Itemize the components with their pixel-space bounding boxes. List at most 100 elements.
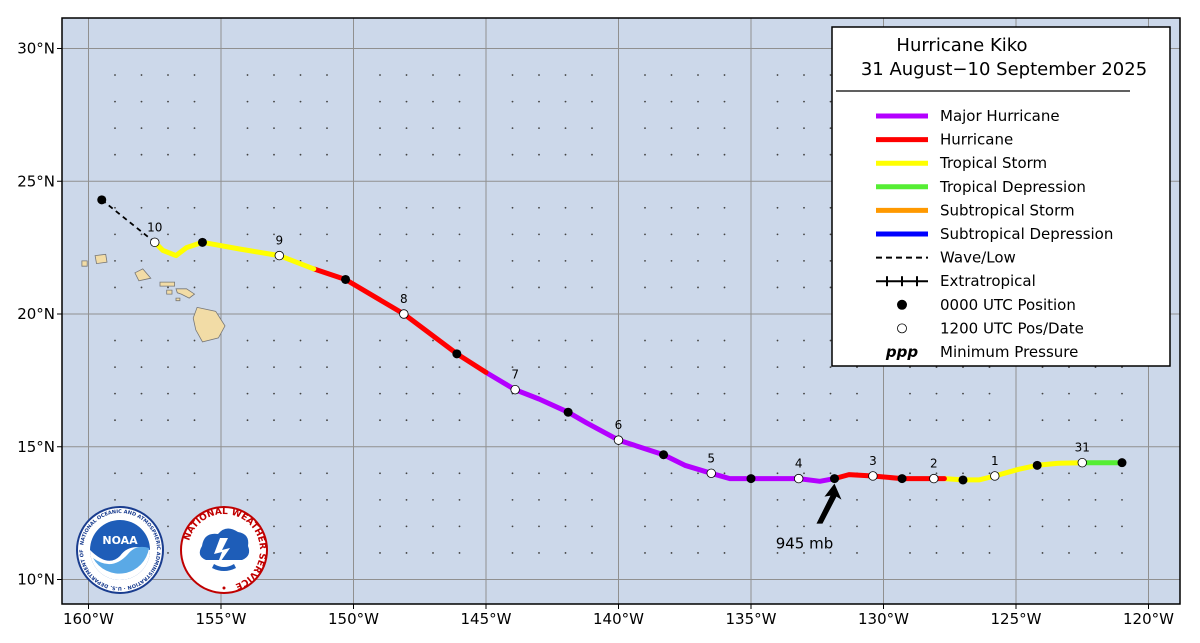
grid-dot	[1121, 419, 1123, 422]
grid-dot	[1041, 472, 1044, 475]
grid-dot	[644, 472, 646, 475]
grid-dot	[114, 419, 116, 422]
grid-dot	[591, 153, 593, 156]
grid-dot	[538, 74, 540, 76]
grid-dot	[538, 339, 540, 342]
lon-tick-label: 160°W	[63, 610, 114, 628]
grid-dot	[856, 552, 858, 554]
grid-dot	[591, 286, 593, 289]
position-1200-utc	[399, 309, 409, 319]
grid-dot	[379, 74, 381, 76]
grid-dot	[114, 366, 116, 368]
grid-dot	[564, 153, 567, 156]
grid-dot	[167, 127, 169, 130]
grid-dot	[458, 552, 461, 554]
grid-dot	[299, 472, 302, 475]
grid-dot	[1121, 525, 1123, 528]
grid-dot	[379, 392, 381, 395]
grid-dot	[140, 286, 143, 289]
grid-dot	[458, 339, 461, 342]
grid-dot	[935, 498, 938, 501]
grid-dot	[644, 525, 646, 528]
grid-dot	[458, 100, 461, 103]
position-date-label: 3	[869, 454, 877, 468]
grid-dot	[405, 206, 408, 209]
grid-dot	[538, 286, 540, 289]
grid-dot	[1121, 392, 1123, 395]
grid-dot	[140, 419, 143, 422]
grid-dot	[723, 366, 726, 368]
grid-dot	[299, 127, 302, 130]
grid-dot	[432, 419, 434, 422]
grid-dot	[564, 260, 567, 262]
grid-dot	[829, 472, 832, 475]
grid-dot	[935, 419, 938, 422]
legend-item: Extratropical	[876, 272, 1036, 290]
grid-dot	[193, 366, 196, 368]
position-1200-utc	[1077, 457, 1087, 468]
track-segment-wave-low	[101, 199, 156, 244]
grid-dot	[140, 339, 143, 342]
grid-dot	[299, 74, 302, 76]
lat-tick-label: 15°N	[17, 438, 55, 456]
grid-dot	[114, 392, 116, 395]
grid-dot	[803, 525, 805, 528]
grid-dot	[405, 153, 408, 156]
grid-dot	[962, 392, 964, 395]
grid-dot	[591, 233, 593, 236]
grid-dot	[167, 153, 169, 156]
grid-dot	[167, 260, 169, 262]
grid-dot	[326, 392, 328, 395]
grid-dot	[379, 260, 381, 262]
position-date-label: 2	[930, 457, 938, 471]
legend-swatch-1200-utc	[897, 323, 907, 334]
grid-dot	[803, 74, 805, 76]
island-hawaii	[192, 306, 226, 343]
grid-dot	[193, 74, 196, 76]
min-pressure-label: 945 mb	[776, 535, 834, 553]
grid-dot	[193, 339, 196, 342]
grid-dot	[935, 552, 938, 554]
grid-dot	[644, 392, 646, 395]
grid-dot	[697, 260, 699, 262]
grid-dot	[803, 233, 805, 236]
position-date-label: 4	[795, 457, 803, 471]
grid-dot	[458, 233, 461, 236]
grid-dot	[988, 498, 991, 501]
grid-dot	[723, 392, 726, 395]
grid-dot	[273, 366, 275, 368]
grid-dot	[697, 525, 699, 528]
lat-tick-label: 25°N	[17, 172, 55, 190]
grid-dot	[273, 100, 275, 103]
grid-dot	[458, 260, 461, 262]
position-0000-utc	[341, 274, 351, 284]
legend-item-label: Extratropical	[940, 272, 1036, 290]
grid-dot	[829, 260, 832, 262]
track-segment-major	[483, 369, 837, 484]
grid-dot	[776, 260, 779, 262]
grid-dot	[723, 525, 726, 528]
grid-dot	[538, 472, 540, 475]
min-pressure-arrow	[816, 483, 842, 524]
grid-dot	[405, 286, 408, 289]
grid-dot	[591, 339, 593, 342]
legend-item-label: 0000 UTC Position	[940, 296, 1076, 314]
grid-dot	[644, 127, 646, 130]
grid-dot	[273, 233, 275, 236]
grid-dot	[564, 74, 567, 76]
lon-tick-label: 130°W	[858, 610, 909, 628]
grid-dot	[803, 339, 805, 342]
grid-dot	[776, 127, 779, 130]
position-1200-utc	[613, 435, 624, 445]
legend-item: ppp Minimum Pressure	[885, 343, 1078, 361]
grid-dot	[273, 127, 275, 130]
grid-dot	[776, 392, 779, 395]
grid-dot	[670, 127, 673, 130]
grid-dot	[167, 233, 169, 236]
grid-dot	[803, 498, 805, 501]
position-1200-utc	[929, 473, 939, 484]
grid-dot	[140, 127, 143, 130]
legend-item-label: Hurricane	[940, 131, 1013, 149]
grid-dot	[723, 127, 726, 130]
grid-dot	[644, 552, 646, 554]
